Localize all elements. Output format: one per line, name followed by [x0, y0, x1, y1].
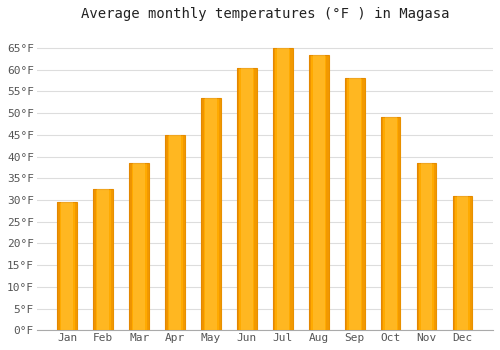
- Bar: [384, 118, 396, 330]
- Bar: [205, 98, 217, 330]
- Bar: [277, 48, 289, 330]
- Bar: [165, 135, 168, 330]
- Bar: [165, 135, 185, 330]
- Bar: [326, 55, 328, 330]
- Bar: [75, 202, 77, 330]
- Bar: [146, 163, 149, 330]
- Bar: [309, 55, 312, 330]
- Bar: [380, 118, 383, 330]
- Bar: [380, 118, 400, 330]
- Title: Average monthly temperatures (°F ) in Magasa: Average monthly temperatures (°F ) in Ma…: [80, 7, 449, 21]
- Bar: [345, 78, 364, 330]
- Bar: [218, 98, 221, 330]
- Bar: [130, 163, 149, 330]
- Bar: [58, 202, 60, 330]
- Bar: [456, 196, 468, 330]
- Bar: [134, 163, 145, 330]
- Bar: [254, 68, 257, 330]
- Bar: [94, 189, 96, 330]
- Bar: [273, 48, 276, 330]
- Bar: [349, 78, 360, 330]
- Bar: [169, 135, 181, 330]
- Bar: [111, 189, 113, 330]
- Bar: [452, 196, 472, 330]
- Bar: [94, 189, 113, 330]
- Bar: [201, 98, 203, 330]
- Bar: [241, 68, 253, 330]
- Bar: [182, 135, 185, 330]
- Bar: [290, 48, 292, 330]
- Bar: [345, 78, 347, 330]
- Bar: [237, 68, 257, 330]
- Bar: [434, 163, 436, 330]
- Bar: [130, 163, 132, 330]
- Bar: [98, 189, 109, 330]
- Bar: [62, 202, 74, 330]
- Bar: [398, 118, 400, 330]
- Bar: [313, 55, 324, 330]
- Bar: [58, 202, 77, 330]
- Bar: [452, 196, 455, 330]
- Bar: [309, 55, 328, 330]
- Bar: [273, 48, 292, 330]
- Bar: [237, 68, 240, 330]
- Bar: [470, 196, 472, 330]
- Bar: [416, 163, 436, 330]
- Bar: [416, 163, 419, 330]
- Bar: [201, 98, 221, 330]
- Bar: [362, 78, 364, 330]
- Bar: [420, 163, 432, 330]
